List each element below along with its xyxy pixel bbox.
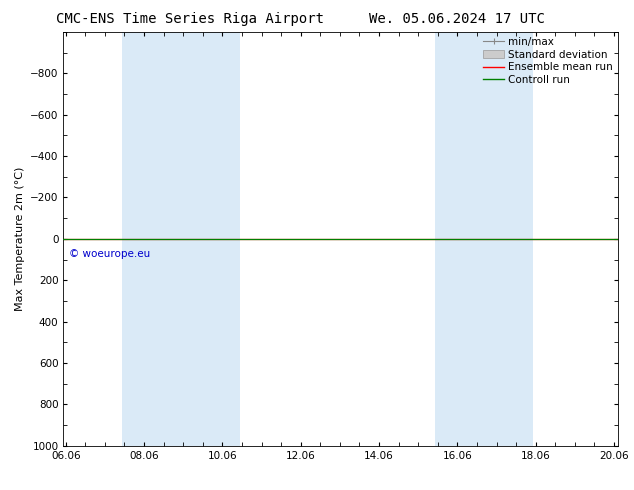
Bar xyxy=(122,32,200,446)
Bar xyxy=(514,32,533,446)
Text: CMC-ENS Time Series Riga Airport: CMC-ENS Time Series Riga Airport xyxy=(56,12,324,26)
Text: © woeurope.eu: © woeurope.eu xyxy=(69,249,150,259)
Bar xyxy=(200,32,240,446)
Bar xyxy=(436,32,475,446)
Legend: min/max, Standard deviation, Ensemble mean run, Controll run: min/max, Standard deviation, Ensemble me… xyxy=(481,35,615,87)
Y-axis label: Max Temperature 2m (°C): Max Temperature 2m (°C) xyxy=(15,167,25,311)
Text: We. 05.06.2024 17 UTC: We. 05.06.2024 17 UTC xyxy=(368,12,545,26)
Bar xyxy=(475,32,514,446)
